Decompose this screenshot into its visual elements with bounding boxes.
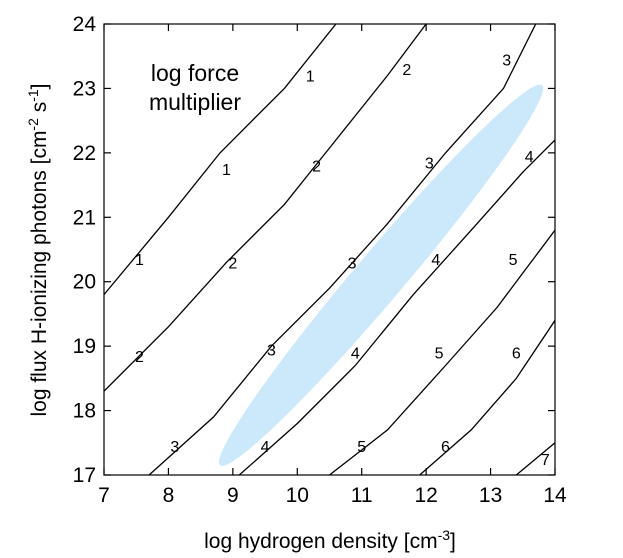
- contour-label-2: 2: [402, 62, 411, 79]
- x-tick-label: 10: [286, 484, 309, 507]
- y-tick-label: 24: [73, 13, 97, 36]
- y-tick-label: 18: [73, 400, 96, 423]
- contour-line-2: [104, 24, 427, 392]
- x-axis-title-end: ]: [450, 530, 456, 553]
- shaded-ellipse: [218, 84, 544, 466]
- contour-label-4: 4: [431, 252, 440, 269]
- contour-line-7: [515, 442, 555, 475]
- x-tick-label: 8: [163, 484, 175, 507]
- contour-label-4: 4: [261, 439, 270, 456]
- contour-line-4: [238, 139, 555, 475]
- y-tick-label: 20: [73, 271, 96, 294]
- contour-label-5: 5: [509, 252, 518, 269]
- annotation-line-2: multiplier: [149, 89, 241, 115]
- contour-label-3: 3: [267, 342, 276, 359]
- y-tick-label: 22: [73, 142, 96, 165]
- y-tick-label: 23: [73, 77, 96, 100]
- x-axis-title: log hydrogen density [cm-3]: [204, 527, 456, 553]
- contour-labels: 1 1 1 2 2 2 2 3 3 3 3 3 4 4 4 4 5 5 5 6 6 7: [135, 52, 550, 469]
- x-tick-label: 7: [98, 484, 110, 507]
- contour-label-3: 3: [170, 439, 179, 456]
- contour-lines: [104, 24, 555, 475]
- contour-label-5: 5: [357, 439, 366, 456]
- y-axis-title-sup2: -1: [25, 89, 41, 102]
- contour-label-5: 5: [435, 346, 444, 363]
- contour-label-6: 6: [512, 346, 521, 363]
- y-axis-title-sup1: -2: [25, 118, 41, 131]
- contour-label-1: 1: [135, 252, 144, 269]
- x-tick-label: 14: [543, 484, 567, 507]
- y-tick-label: 21: [73, 206, 96, 229]
- contour-label-2: 2: [312, 159, 321, 176]
- contour-label-3: 3: [348, 255, 357, 272]
- contour-label-3: 3: [425, 156, 434, 173]
- y-tick-label: 19: [73, 335, 96, 358]
- contour-label-2: 2: [135, 349, 144, 366]
- x-tick-label: 12: [414, 484, 437, 507]
- x-tick-label: 9: [227, 484, 239, 507]
- y-axis-title-mid: s: [28, 102, 51, 118]
- contour-label-6: 6: [441, 439, 450, 456]
- plot-frame: [103, 23, 556, 476]
- annotation-line-1: log force: [151, 60, 239, 86]
- y-axis-title-main: log flux H-ionizing photons [cm: [28, 131, 51, 417]
- contour-label-1: 1: [306, 69, 315, 86]
- contour-line-5: [329, 229, 555, 475]
- shaded-region: [218, 84, 544, 466]
- contour-line-6: [419, 320, 555, 475]
- contour-label-1: 1: [222, 162, 231, 179]
- contour-label-4: 4: [351, 346, 360, 363]
- contour-label-3: 3: [502, 52, 511, 69]
- x-tick-label: 13: [479, 484, 502, 507]
- x-axis-title-main: log hydrogen density [cm: [204, 530, 437, 553]
- contour-line-3: [148, 24, 537, 475]
- y-tick-label: 17: [73, 464, 96, 487]
- y-axis-title: log flux H-ionizing photons [cm-2 s-1]: [25, 83, 51, 416]
- x-axis-ticks: 7 8 9 10 11 12 13 14: [98, 24, 567, 507]
- contour-label-7: 7: [541, 452, 550, 469]
- contour-line-1: [104, 24, 337, 296]
- x-tick-label: 11: [351, 484, 373, 507]
- x-axis-title-sup: -3: [438, 527, 451, 543]
- y-axis-title-end: ]: [28, 83, 51, 89]
- contour-label-2: 2: [228, 255, 237, 272]
- contour-label-4: 4: [525, 149, 534, 166]
